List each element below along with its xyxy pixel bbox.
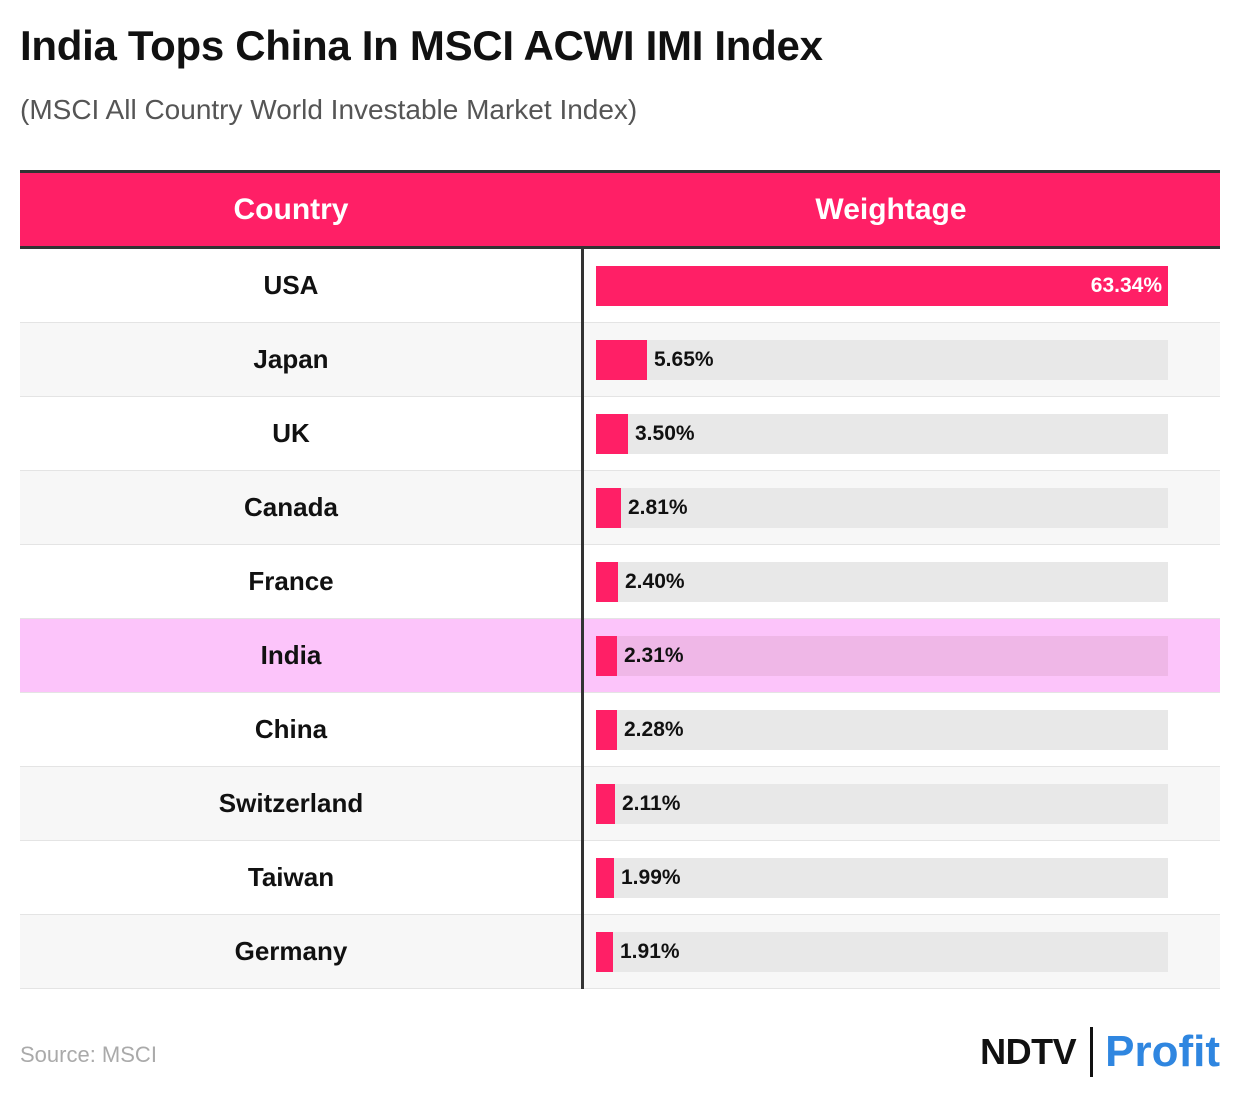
table-row: India 2.31% xyxy=(20,619,1220,693)
weightage-table: Country Weightage USA 63.34% Japan 5.65% UK 3… xyxy=(20,170,1220,989)
country-label: Canada xyxy=(244,492,338,522)
country-label: USA xyxy=(263,270,319,300)
value-label: 2.28% xyxy=(624,718,684,741)
country-label: India xyxy=(260,640,322,670)
country-label: Japan xyxy=(253,344,329,374)
table-row: USA 63.34% xyxy=(20,249,1220,323)
bar-taiwan xyxy=(596,858,614,898)
table-row: Canada 2.81% xyxy=(20,471,1220,545)
value-label: 2.11% xyxy=(622,792,681,815)
value-label: 63.34% xyxy=(1090,274,1162,297)
table-row: Switzerland 2.11% xyxy=(20,767,1220,841)
value-label: 5.65% xyxy=(654,348,714,371)
country-label: France xyxy=(248,566,334,596)
bar-track: 3.50% xyxy=(596,414,1168,454)
table-row: France 2.40% xyxy=(20,545,1220,619)
bar-track: 5.65% xyxy=(596,340,1168,380)
country-label: Switzerland xyxy=(218,788,364,818)
weightage-cell: 2.81% xyxy=(562,471,1220,544)
logo-ndtv-text: NDTV xyxy=(980,1031,1077,1072)
weightage-cell: 1.99% xyxy=(562,841,1220,914)
bar-switzerland xyxy=(596,784,615,824)
bar-germany xyxy=(596,932,613,972)
table-row: UK 3.50% xyxy=(20,397,1220,471)
table-row: Taiwan 1.99% xyxy=(20,841,1220,915)
bar-track: 2.11% xyxy=(596,784,1168,824)
bar-track: 1.91% xyxy=(596,932,1168,972)
weightage-cell: 2.11% xyxy=(562,767,1220,840)
value-label: 2.81% xyxy=(628,496,688,519)
table-row: China 2.28% xyxy=(20,693,1220,767)
value-label: 3.50% xyxy=(635,422,695,445)
bar-france xyxy=(596,562,618,602)
bar-track: 2.31% xyxy=(596,636,1168,676)
bar-china xyxy=(596,710,617,750)
country-label: Taiwan xyxy=(247,862,335,892)
table-header: Country Weightage xyxy=(20,170,1220,249)
weightage-cell: 2.31% xyxy=(562,619,1220,692)
country-label: Germany xyxy=(234,936,348,966)
weightage-cell: 1.91% xyxy=(562,915,1220,988)
country-label: China xyxy=(254,714,328,744)
source-note: Source: MSCI xyxy=(20,1042,157,1067)
weightage-cell: 2.40% xyxy=(562,545,1220,618)
logo-separator xyxy=(1090,1027,1094,1077)
weightage-cell: 3.50% xyxy=(562,397,1220,470)
table-row: Japan 5.65% xyxy=(20,323,1220,397)
ndtv-profit-logo: NDTV Profit xyxy=(980,1026,1220,1078)
table-row: Germany 1.91% xyxy=(20,915,1220,989)
value-label: 1.91% xyxy=(620,940,680,963)
bar-track: 63.34% xyxy=(596,266,1168,306)
value-label: 2.31% xyxy=(624,644,684,667)
header-weightage: Weightage xyxy=(815,192,967,226)
weightage-cell: 63.34% xyxy=(562,249,1220,322)
bar-track: 2.81% xyxy=(596,488,1168,528)
bar-track: 2.40% xyxy=(596,562,1168,602)
bar-canada xyxy=(596,488,621,528)
bar-uk xyxy=(596,414,628,454)
weightage-cell: 2.28% xyxy=(562,693,1220,766)
table-body: USA 63.34% Japan 5.65% UK 3.50% Canada 2.81% Fra… xyxy=(20,249,1220,989)
weightage-cell: 5.65% xyxy=(562,323,1220,396)
chart-subtitle: (MSCI All Country World Investable Marke… xyxy=(20,94,638,125)
logo-profit-text: Profit xyxy=(1105,1027,1220,1076)
bar-usa xyxy=(596,266,1168,306)
value-label: 1.99% xyxy=(621,866,681,889)
column-divider xyxy=(581,249,584,989)
bar-india xyxy=(596,636,617,676)
bar-track: 1.99% xyxy=(596,858,1168,898)
bar-japan xyxy=(596,340,647,380)
country-label: UK xyxy=(272,418,310,448)
value-label: 2.40% xyxy=(625,570,685,593)
chart-title: India Tops China In MSCI ACWI IMI Index xyxy=(20,22,823,69)
bar-track: 2.28% xyxy=(596,710,1168,750)
header-country: Country xyxy=(233,192,349,226)
